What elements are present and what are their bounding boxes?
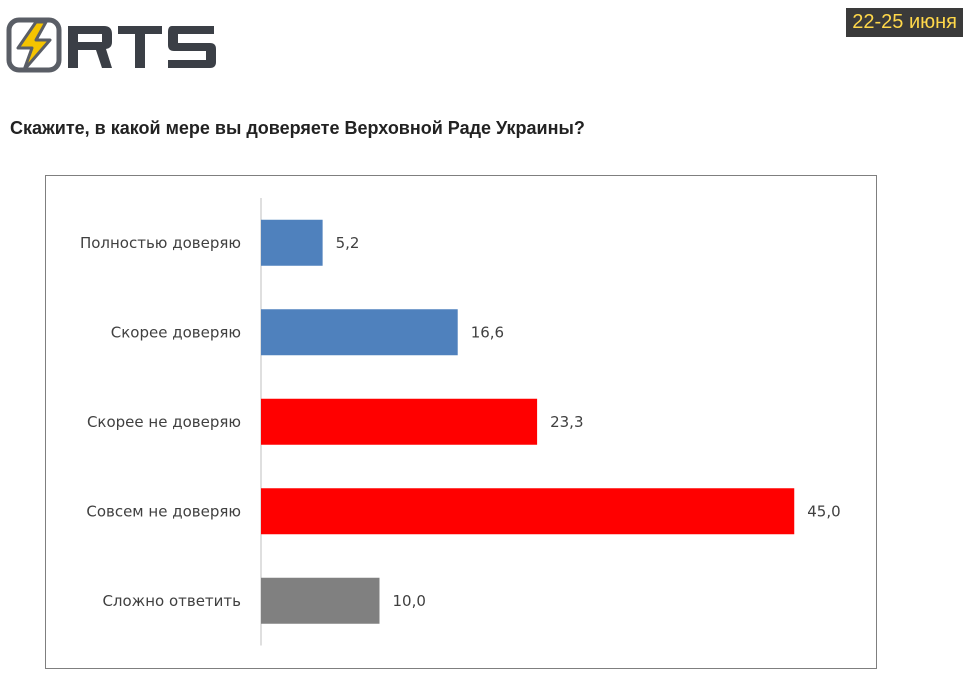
bar [261,398,538,445]
question-title: Скажите, в какой мере вы доверяете Верхо… [10,118,585,138]
bar-chart: Полностью доверяю 5,2 Скорее доверяю 16,6 Ск… [80,198,841,646]
category-label: Совсем не доверяю [86,502,241,520]
value-label: 5,2 [336,234,360,252]
rts-logo [6,17,216,73]
chart-frame: Полностью доверяю 5,2 Скорее доверяю 16,6 Ск… [45,175,877,669]
bar [261,219,323,266]
category-label: Сложно ответить [102,592,241,610]
category-label: Скорее не доверяю [87,413,241,431]
value-label: 16,6 [471,323,504,341]
value-label: 23,3 [550,413,583,431]
bar [261,309,458,356]
date-badge: 22-25 июня [846,8,963,37]
bar [261,577,380,624]
value-label: 45,0 [807,502,840,520]
category-label: Полностью доверяю [80,234,241,252]
value-label: 10,0 [393,592,426,610]
category-label: Скорее доверяю [111,323,241,341]
bar [261,488,795,535]
